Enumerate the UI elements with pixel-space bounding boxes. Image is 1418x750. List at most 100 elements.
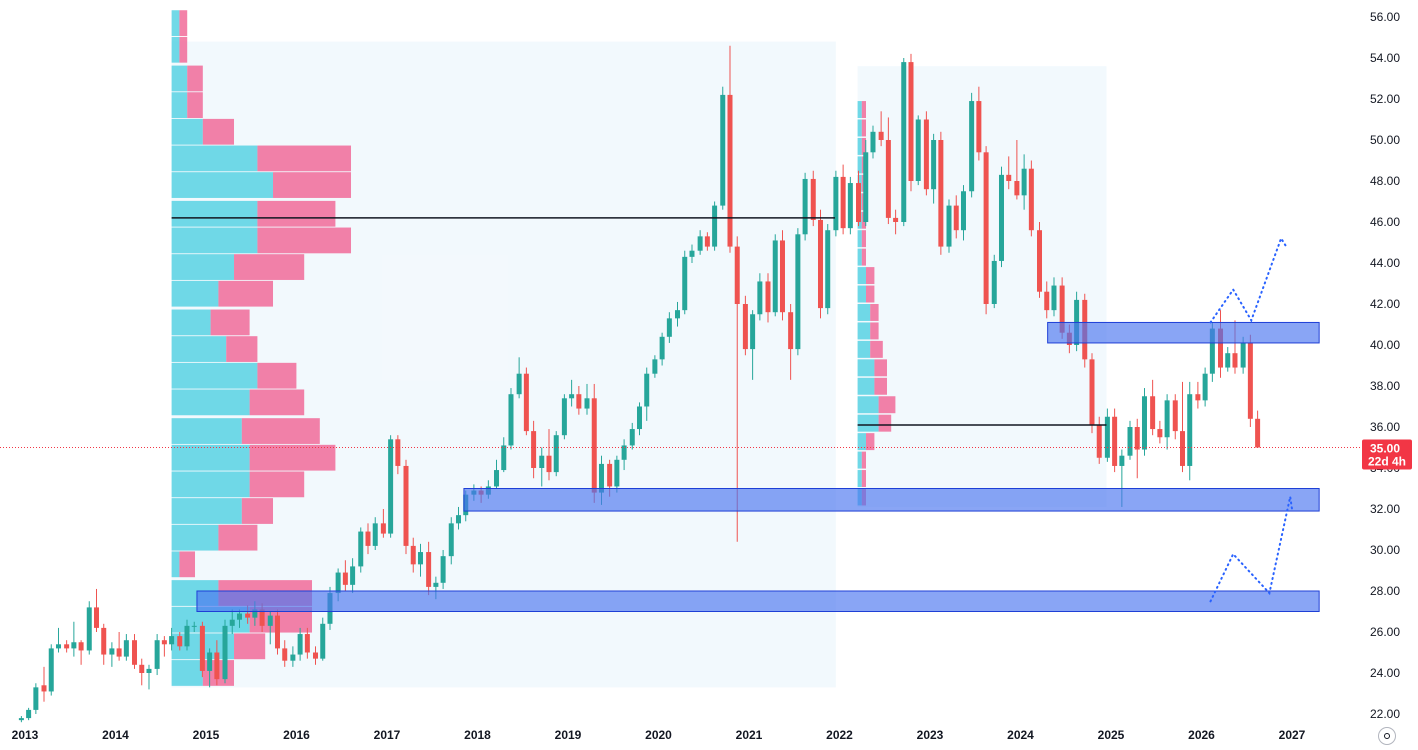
candle-up[interactable]	[169, 636, 175, 645]
candle-up[interactable]	[614, 459, 620, 487]
candle-up[interactable]	[1225, 353, 1231, 368]
candle-up[interactable]	[697, 236, 703, 251]
candle-up[interactable]	[969, 101, 975, 192]
candle-up[interactable]	[870, 131, 876, 153]
candle-down[interactable]	[116, 648, 122, 657]
candle-down[interactable]	[274, 615, 280, 649]
candle-up[interactable]	[501, 445, 507, 471]
candle-down[interactable]	[1059, 285, 1065, 333]
candle-down[interactable]	[856, 183, 862, 222]
zone-2[interactable]	[1047, 321, 1320, 344]
candle-up[interactable]	[494, 470, 500, 487]
candle-up[interactable]	[297, 634, 303, 655]
candle-up[interactable]	[1127, 427, 1133, 456]
candle-up[interactable]	[675, 310, 681, 319]
projection-paths[interactable]	[1209, 236, 1293, 603]
candle-down[interactable]	[342, 572, 348, 585]
candle-down[interactable]	[1112, 416, 1118, 466]
candle-up[interactable]	[417, 552, 423, 565]
candle-down[interactable]	[1006, 174, 1012, 181]
candle-up[interactable]	[644, 373, 650, 407]
candle-up[interactable]	[847, 183, 853, 229]
candle-up[interactable]	[652, 359, 658, 374]
candle-down[interactable]	[395, 439, 401, 466]
candle-down[interactable]	[426, 552, 432, 587]
candle-up[interactable]	[350, 566, 356, 585]
candle-down[interactable]	[885, 140, 891, 218]
candle-down[interactable]	[591, 398, 597, 493]
candle-up[interactable]	[833, 176, 839, 231]
candle-down[interactable]	[214, 652, 220, 680]
candle-up[interactable]	[915, 119, 921, 182]
candle-down[interactable]	[779, 240, 785, 313]
candle-down[interactable]	[983, 152, 989, 304]
candle-down[interactable]	[1014, 181, 1020, 196]
candle-up[interactable]	[71, 642, 77, 649]
candle-down[interactable]	[1157, 429, 1163, 438]
candle-up[interactable]	[86, 607, 92, 651]
candle-down[interactable]	[531, 431, 537, 468]
candle-up[interactable]	[901, 62, 907, 222]
candle-up[interactable]	[440, 556, 446, 583]
candle-up[interactable]	[598, 463, 604, 493]
candle-down[interactable]	[893, 217, 899, 222]
candle-up[interactable]	[33, 687, 39, 710]
candle-down[interactable]	[878, 131, 884, 140]
candle-down[interactable]	[365, 531, 371, 546]
candle-up[interactable]	[455, 515, 461, 524]
candle-up[interactable]	[1021, 168, 1027, 196]
candle-down[interactable]	[976, 101, 982, 153]
candle-down[interactable]	[923, 119, 929, 190]
candle-up[interactable]	[290, 654, 296, 661]
candle-up[interactable]	[448, 523, 454, 557]
candle-up[interactable]	[252, 609, 258, 618]
candle-up[interactable]	[146, 668, 152, 673]
candle-down[interactable]	[1089, 359, 1095, 425]
candle-up[interactable]	[960, 191, 966, 231]
candle-down[interactable]	[765, 281, 771, 313]
candle-up[interactable]	[1104, 416, 1110, 458]
candle-down[interactable]	[727, 94, 733, 247]
candle-down[interactable]	[1255, 418, 1261, 448]
candle-down[interactable]	[938, 140, 944, 247]
candle-down[interactable]	[199, 625, 205, 671]
candle-up[interactable]	[358, 531, 364, 567]
candle-up[interactable]	[553, 435, 559, 473]
candle-up[interactable]	[207, 652, 213, 671]
candle-up[interactable]	[539, 455, 545, 468]
projection-0[interactable]	[1209, 496, 1293, 603]
candle-down[interactable]	[380, 523, 386, 534]
candle-up[interactable]	[621, 445, 627, 460]
candle-up[interactable]	[802, 178, 808, 235]
y-axis[interactable]: 22.0024.0026.0028.0030.0032.0034.0036.00…	[1370, 10, 1400, 721]
candle-down[interactable]	[607, 463, 613, 487]
candle-up[interactable]	[1209, 328, 1215, 374]
candle-down[interactable]	[139, 664, 145, 673]
candle-up[interactable]	[629, 429, 635, 446]
candle-up[interactable]	[123, 640, 129, 657]
candle-up[interactable]	[229, 619, 235, 626]
candle-down[interactable]	[523, 373, 529, 432]
candle-up[interactable]	[1187, 394, 1193, 466]
candle-up[interactable]	[689, 250, 695, 257]
candle-down[interactable]	[245, 613, 251, 618]
candle-down[interactable]	[817, 219, 823, 309]
candle-up[interactable]	[682, 256, 688, 311]
candle-down[interactable]	[403, 465, 409, 546]
candle-down[interactable]	[132, 640, 138, 665]
candle-up[interactable]	[720, 94, 726, 206]
candle-up[interactable]	[222, 625, 228, 680]
candle-up[interactable]	[191, 625, 197, 627]
candle-down[interactable]	[313, 652, 319, 659]
candle-up[interactable]	[825, 230, 831, 309]
candle-up[interactable]	[267, 615, 273, 626]
candle-down[interactable]	[1232, 353, 1238, 368]
candle-down[interactable]	[1195, 394, 1201, 401]
candle-up[interactable]	[659, 336, 665, 360]
candle-down[interactable]	[1134, 427, 1140, 450]
candle-down[interactable]	[101, 627, 107, 655]
candle-down[interactable]	[161, 640, 167, 645]
support-resistance-zones[interactable]	[196, 321, 1320, 612]
candle-down[interactable]	[1096, 424, 1102, 458]
